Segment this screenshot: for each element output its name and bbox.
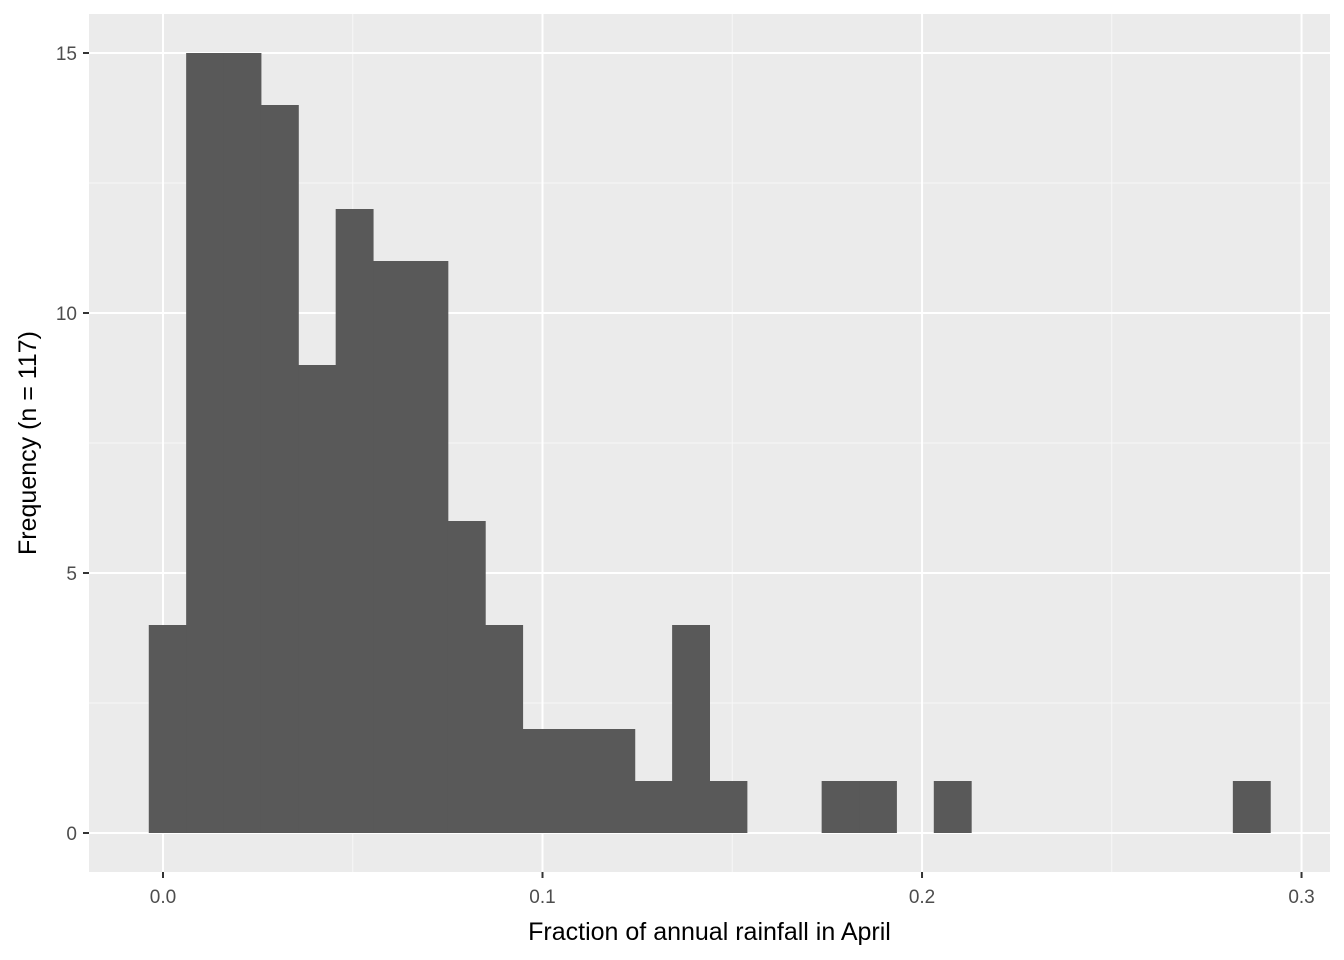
x-tick-label: 0.1 bbox=[529, 887, 555, 908]
histogram-bar bbox=[522, 729, 561, 833]
histogram-bar bbox=[335, 209, 374, 833]
histogram-bar bbox=[597, 729, 636, 833]
histogram-bar bbox=[933, 781, 972, 833]
histogram-bar bbox=[186, 53, 225, 833]
histogram-bar bbox=[709, 781, 748, 833]
y-tick-label: 15 bbox=[56, 44, 77, 65]
histogram-bar bbox=[821, 781, 860, 833]
histogram-bar bbox=[559, 729, 598, 833]
y-tick-label: 10 bbox=[56, 304, 77, 325]
histogram-bar bbox=[447, 521, 486, 833]
histogram-bar bbox=[634, 781, 673, 833]
y-axis-title: Frequency (n = 117) bbox=[14, 331, 42, 555]
histogram-bar bbox=[485, 625, 524, 833]
x-axis-title: Fraction of annual rainfall in April bbox=[528, 918, 891, 946]
y-tick-label: 0 bbox=[66, 824, 77, 845]
histogram-bar bbox=[223, 53, 262, 833]
x-tick-label: 0.3 bbox=[1288, 887, 1314, 908]
x-axis: 0.0 0.1 0.2 0.3 bbox=[150, 872, 1315, 908]
histogram-bar bbox=[148, 625, 187, 833]
histogram-bar bbox=[672, 625, 710, 833]
y-axis: 0 5 10 15 bbox=[56, 44, 89, 845]
y-tick-label: 5 bbox=[66, 564, 77, 585]
histogram-bar bbox=[1232, 781, 1271, 833]
histogram-bar bbox=[859, 781, 897, 833]
histogram-bar bbox=[298, 365, 337, 833]
histogram-bar bbox=[260, 105, 299, 833]
x-tick-label: 0.2 bbox=[909, 887, 935, 908]
histogram-bar bbox=[373, 261, 411, 833]
x-tick-label: 0.0 bbox=[150, 887, 176, 908]
histogram-bars bbox=[148, 53, 1271, 833]
histogram-bar bbox=[410, 261, 449, 833]
